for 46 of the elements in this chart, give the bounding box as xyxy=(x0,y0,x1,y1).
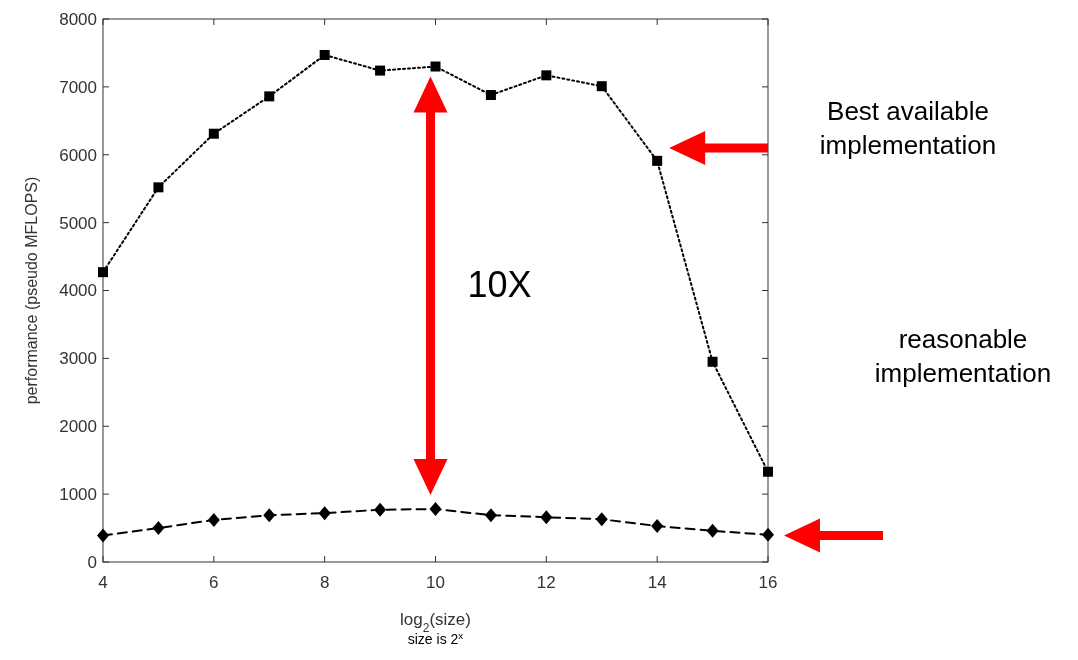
annotation: 10X xyxy=(467,264,532,306)
point xyxy=(375,65,386,76)
point xyxy=(762,527,774,542)
y-tick-label: 0 xyxy=(87,552,97,572)
y-tick-label: 4000 xyxy=(59,281,97,301)
point xyxy=(153,182,164,193)
point xyxy=(707,356,718,367)
point xyxy=(374,502,387,517)
point xyxy=(596,81,607,92)
point xyxy=(430,61,441,72)
point xyxy=(98,267,108,278)
point xyxy=(485,90,496,101)
point xyxy=(541,70,552,81)
text: reasonable implementation xyxy=(874,324,1052,388)
y-axis-title: performance (pseudo MFLOPS) xyxy=(23,176,40,405)
point xyxy=(651,519,664,534)
x-tick-label: 12 xyxy=(536,573,556,592)
point xyxy=(97,528,109,543)
point xyxy=(429,502,442,517)
x-tick-label: 14 xyxy=(647,573,667,592)
point xyxy=(318,506,331,521)
x-tick-label: 16 xyxy=(758,573,778,592)
y-tick-label: 2000 xyxy=(59,417,97,437)
point xyxy=(763,466,773,477)
x-tick-label: 10 xyxy=(426,573,445,592)
y-tick-label: 5000 xyxy=(59,213,97,233)
y-tick-label: 1000 xyxy=(59,485,97,505)
x-tick-label: 8 xyxy=(319,573,330,592)
point xyxy=(706,523,719,538)
point xyxy=(208,128,219,139)
point xyxy=(652,155,663,166)
y-tick-label: 8000 xyxy=(59,9,97,29)
text: Best available implementation xyxy=(819,96,997,160)
point xyxy=(319,49,330,60)
point xyxy=(484,508,497,523)
y-tick-label: 7000 xyxy=(59,77,97,97)
x-tick-label: 4 xyxy=(98,573,108,592)
y-tick-label: 6000 xyxy=(59,145,97,165)
point xyxy=(207,512,220,527)
point xyxy=(263,508,276,523)
point xyxy=(540,510,553,525)
x-tick-label: 6 xyxy=(209,573,219,592)
point xyxy=(264,91,275,102)
point xyxy=(152,521,165,536)
y-tick-label: 3000 xyxy=(59,349,97,369)
point xyxy=(595,512,608,527)
